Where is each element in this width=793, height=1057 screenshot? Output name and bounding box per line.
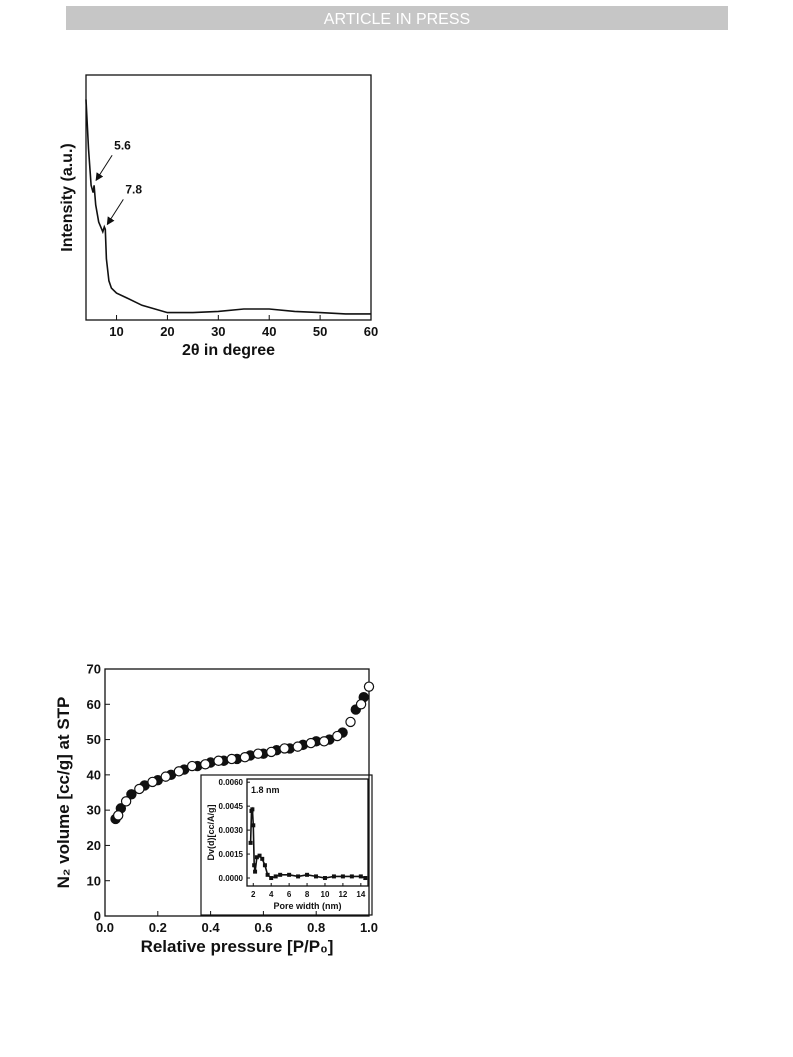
y-tick-label: 0.0015 [219,850,244,859]
x-tick-label: 30 [211,324,225,339]
data-point [186,760,198,772]
x-tick-label: 0.4 [202,920,221,935]
x-tick-label: 0.2 [149,920,167,935]
y-tick-label: 10 [87,873,101,888]
data-point [363,681,375,692]
data-point [278,872,283,877]
data-point [269,876,274,881]
header-text: ARTICLE IN PRESS [324,11,470,28]
y-axis-label: Dv(d)[cc/A/g] [206,804,216,860]
y-tick-label: 40 [87,767,101,782]
x-tick-label: 12 [338,890,347,899]
data-point [213,755,224,766]
x-tick-label: 4 [269,890,274,899]
data-point [253,869,258,874]
data-line [85,99,371,315]
annotation: 1.8 nm [251,785,280,795]
data-point [160,771,171,782]
y-tick-label: 20 [87,838,101,853]
annotation: 5.6 [114,138,131,152]
data-point [305,737,317,749]
data-point [120,796,132,807]
data-point [331,874,336,879]
x-tick-label: 2 [251,890,256,899]
data-point [248,840,253,845]
y-axis-label: Intensity (a.u.) [59,143,76,251]
data-point [318,736,330,747]
annotation-arrow [106,199,124,226]
y-tick-label: 60 [87,697,101,712]
data-point [173,766,185,777]
x-tick-label: 0.0 [96,920,114,935]
x-tick-label: 8 [305,890,310,899]
data-point [265,872,270,877]
data-point [292,741,303,752]
data-point [345,716,356,728]
x-axis-label: Pore width (nm) [274,901,342,911]
y-tick-label: 50 [87,732,101,747]
data-point [355,699,367,710]
y-tick-label: 70 [87,662,101,677]
y-tick-label: 0.0000 [219,874,244,883]
x-tick-label: 60 [364,324,378,339]
data-point [251,823,256,828]
x-tick-label: 10 [109,324,123,339]
data-point [349,874,354,879]
data-point [266,746,277,758]
x-tick-label: 40 [262,324,276,339]
y-tick-label: 0.0045 [219,802,244,811]
annotation-arrow [95,154,113,182]
data-point [254,855,259,860]
data-point [287,872,292,877]
data-point [239,752,251,763]
data-point [332,730,343,742]
x-tick-label: 6 [287,890,292,899]
data-point [363,876,368,881]
data-point [134,783,145,795]
header-bar [66,6,728,30]
y-axis-label: N₂ volume [cc/g] at STP [54,697,73,889]
data-point [358,874,363,879]
x-axis-label: 2θ in degree [182,342,275,359]
y-tick-label: 0.0060 [219,778,244,787]
inset-box [200,774,373,916]
data-point [126,789,137,800]
data-point [112,810,124,821]
x-tick-label: 14 [356,890,365,899]
data-point [314,874,319,879]
x-tick-label: 20 [160,324,174,339]
x-axis-label: Relative pressure [P/P₀] [141,937,334,956]
data-point [257,853,262,858]
x-tick-label: 0.6 [254,920,272,935]
x-tick-label: 50 [313,324,327,339]
data-point [252,748,264,759]
data-point [322,876,327,881]
data-point [262,863,267,868]
plot-frame [85,74,372,321]
data-point [250,807,255,812]
data-point [200,759,211,770]
plot-frame [104,668,370,917]
y-tick-label: 0 [94,909,101,924]
x-tick-label: 1.0 [360,920,378,935]
data-point [296,874,301,879]
annotation: 7.8 [125,182,142,196]
data-point [340,874,345,879]
y-tick-label: 30 [87,803,101,818]
data-point [305,872,310,877]
data-point [273,874,278,879]
data-point [226,753,237,765]
data-point [147,776,158,788]
data-point [252,863,257,868]
y-tick-label: 0.0030 [219,826,244,835]
data-point [279,743,290,754]
x-tick-label: 10 [321,890,330,899]
data-point [260,856,265,861]
x-tick-label: 0.8 [307,920,325,935]
